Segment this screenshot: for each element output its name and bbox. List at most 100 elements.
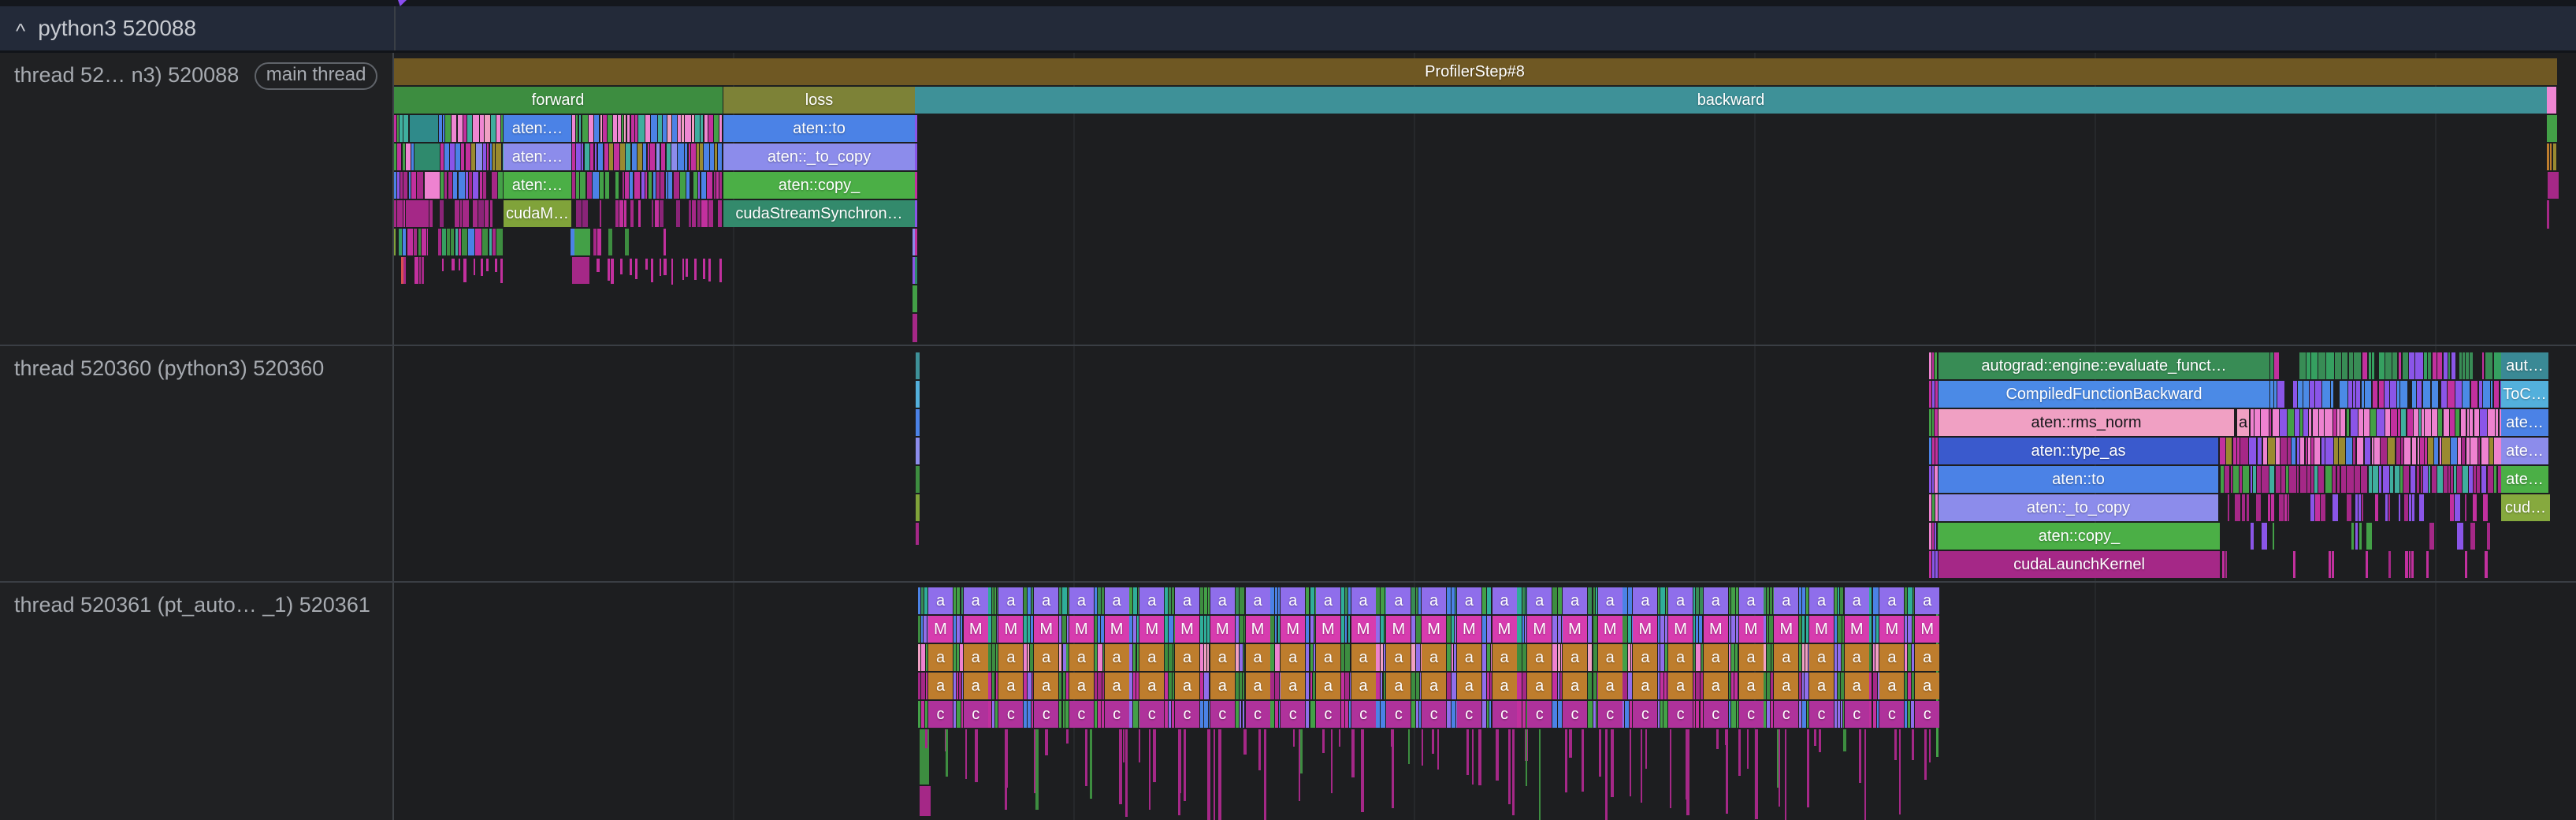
- trace-span-sliver[interactable]: [1236, 701, 1239, 728]
- trace-span-fragment[interactable]: [915, 115, 917, 142]
- trace-span-a[interactable]: a: [1704, 587, 1728, 614]
- trace-span-sliver[interactable]: [2400, 381, 2407, 408]
- trace-span-m[interactable]: M: [964, 616, 988, 643]
- trace-span-sliver[interactable]: [692, 200, 697, 227]
- trace-span-sliver[interactable]: [468, 229, 474, 255]
- trace-span-sliver[interactable]: [2335, 352, 2341, 379]
- trace-span-a[interactable]: a: [1281, 644, 1305, 671]
- trace-span-sliver[interactable]: [921, 701, 924, 728]
- trace-span-sliver[interactable]: [715, 144, 717, 170]
- trace-span-a[interactable]: a: [1139, 587, 1164, 614]
- trace-span-sliver[interactable]: [682, 115, 683, 142]
- trace-span-sliver[interactable]: [451, 229, 455, 255]
- trace-span-sliver[interactable]: [2270, 352, 2273, 379]
- trace-span-sliver[interactable]: [1172, 587, 1174, 614]
- trace-span-sliver[interactable]: [2364, 409, 2370, 436]
- trace-span-sliver[interactable]: [2450, 494, 2455, 521]
- trace-span-sliver[interactable]: [1059, 587, 1062, 614]
- trace-span-sliver[interactable]: [1873, 644, 1875, 671]
- trace-span-sliver[interactable]: [1802, 644, 1805, 671]
- trace-span-sliver[interactable]: [1200, 587, 1203, 614]
- trace-span-drip[interactable]: [1539, 729, 1541, 820]
- trace-span-sliver[interactable]: [460, 200, 462, 227]
- trace-span-sliver[interactable]: [1932, 352, 1934, 379]
- trace-span-sliver[interactable]: [2473, 494, 2477, 521]
- trace-span-sliver[interactable]: [2482, 352, 2484, 379]
- trace-span-sliver[interactable]: [2391, 409, 2397, 436]
- trace-span-sliver[interactable]: [1802, 701, 1806, 728]
- trace-span-sliver[interactable]: [1381, 616, 1384, 643]
- trace-span-sliver[interactable]: [394, 229, 396, 255]
- trace-span-sliver[interactable]: [1665, 616, 1667, 643]
- trace-span-sliver[interactable]: [1240, 701, 1242, 728]
- trace-span-sliver[interactable]: [2463, 352, 2465, 379]
- trace-span-sliver[interactable]: [2438, 409, 2442, 436]
- trace-span-sliver[interactable]: [1593, 673, 1597, 699]
- trace-span-a[interactable]: a: [964, 587, 988, 614]
- trace-span-sliver[interactable]: [2494, 381, 2500, 408]
- trace-span-sliver[interactable]: [600, 172, 604, 199]
- trace-span-sliver[interactable]: [994, 587, 996, 614]
- trace-span-sliver[interactable]: [2377, 409, 2385, 436]
- trace-span-sliver[interactable]: [485, 200, 489, 227]
- trace-span-sliver[interactable]: [448, 172, 452, 199]
- trace-span-a[interactable]: a: [1879, 644, 1904, 671]
- trace-span-a[interactable]: a: [998, 644, 1023, 671]
- trace-span-m[interactable]: M: [1739, 616, 1764, 643]
- trace-span-sliver[interactable]: [2466, 438, 2470, 464]
- trace-span-m[interactable]: M: [1069, 616, 1094, 643]
- trace-span-c[interactable]: c: [1774, 701, 1798, 728]
- trace-span-sliver[interactable]: [1204, 673, 1209, 699]
- trace-span-sliver[interactable]: [1908, 644, 1911, 671]
- trace-span-sliver[interactable]: [2325, 466, 2333, 493]
- trace-span-sliver[interactable]: [618, 115, 621, 142]
- trace-span-sliver[interactable]: [2373, 466, 2378, 493]
- trace-span-drip[interactable]: [500, 259, 503, 283]
- trace-span-sliver[interactable]: [1172, 701, 1174, 728]
- trace-span-sliver[interactable]: [1490, 673, 1492, 699]
- trace-span-sliver[interactable]: [1769, 616, 1773, 643]
- trace-span-sliver[interactable]: [1932, 381, 1935, 408]
- trace-span-sliver[interactable]: [1341, 644, 1345, 671]
- trace-span-drip[interactable]: [1641, 729, 1642, 803]
- trace-span-a[interactable]: a: [1704, 644, 1728, 671]
- trace-span-drip[interactable]: [635, 259, 638, 279]
- trace-span-sliver[interactable]: [2319, 409, 2323, 436]
- trace-span-sliver[interactable]: [1310, 616, 1314, 643]
- trace-span-sliver[interactable]: [1447, 587, 1451, 614]
- trace-span-sliver[interactable]: [1376, 587, 1380, 614]
- trace-span-sliver[interactable]: [2256, 494, 2261, 521]
- trace-span-sliver[interactable]: [2403, 466, 2409, 493]
- trace-span-sliver[interactable]: [2228, 494, 2229, 521]
- trace-span-sliver[interactable]: [439, 115, 442, 142]
- trace-span-m[interactable]: M: [1316, 616, 1340, 643]
- trace-span-sliver[interactable]: [1838, 673, 1841, 699]
- trace-span-sliver[interactable]: [2362, 494, 2364, 521]
- trace-span-sliver[interactable]: [2268, 438, 2275, 464]
- trace-span-sliver[interactable]: [422, 229, 426, 255]
- trace-span-sliver[interactable]: [1101, 616, 1104, 643]
- trace-span-sliver[interactable]: [1764, 701, 1766, 728]
- trace-span-sliver[interactable]: [1207, 644, 1210, 671]
- trace-span-sliver[interactable]: [401, 257, 403, 284]
- trace-span-sliver[interactable]: [1729, 587, 1730, 614]
- trace-span-fragment[interactable]: [920, 786, 931, 816]
- trace-span-sliver[interactable]: [2355, 523, 2359, 550]
- trace-span-a[interactable]: a: [1809, 673, 1834, 699]
- trace-span-sliver[interactable]: [1869, 587, 1872, 614]
- trace-span-aten[interactable]: aten:…: [504, 115, 571, 142]
- trace-span-sliver[interactable]: [2310, 381, 2314, 408]
- trace-span-sliver[interactable]: [622, 115, 623, 142]
- trace-span-sliver[interactable]: [1840, 587, 1843, 614]
- trace-span-sliver[interactable]: [1593, 616, 1597, 643]
- trace-span-sliver[interactable]: [2251, 409, 2254, 436]
- trace-span-sliver[interactable]: [1561, 644, 1562, 671]
- trace-span-drip[interactable]: [1924, 729, 1927, 780]
- trace-span-sliver[interactable]: [1834, 673, 1837, 699]
- trace-span-sliver[interactable]: [597, 229, 601, 255]
- trace-span-sliver[interactable]: [1799, 616, 1801, 643]
- trace-span-drip[interactable]: [1090, 729, 1092, 799]
- trace-span-sliver[interactable]: [1204, 644, 1206, 671]
- trace-span-sliver[interactable]: [2254, 409, 2259, 436]
- trace-span-sliver[interactable]: [1204, 701, 1208, 728]
